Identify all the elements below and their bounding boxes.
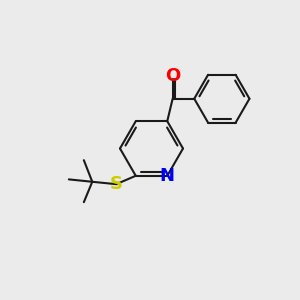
Text: S: S (110, 175, 123, 193)
Text: O: O (165, 67, 180, 85)
Text: N: N (160, 167, 175, 185)
